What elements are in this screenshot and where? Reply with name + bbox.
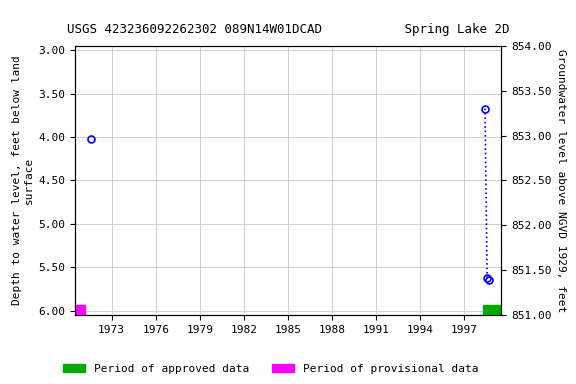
Text: USGS 423236092262302 089N14W01DCAD           Spring Lake 2D: USGS 423236092262302 089N14W01DCAD Sprin… (67, 23, 509, 36)
Legend: Period of approved data, Period of provisional data: Period of approved data, Period of provi… (59, 359, 483, 379)
Y-axis label: Depth to water level, feet below land
surface: Depth to water level, feet below land su… (13, 56, 34, 305)
Y-axis label: Groundwater level above NGVD 1929, feet: Groundwater level above NGVD 1929, feet (555, 49, 566, 312)
